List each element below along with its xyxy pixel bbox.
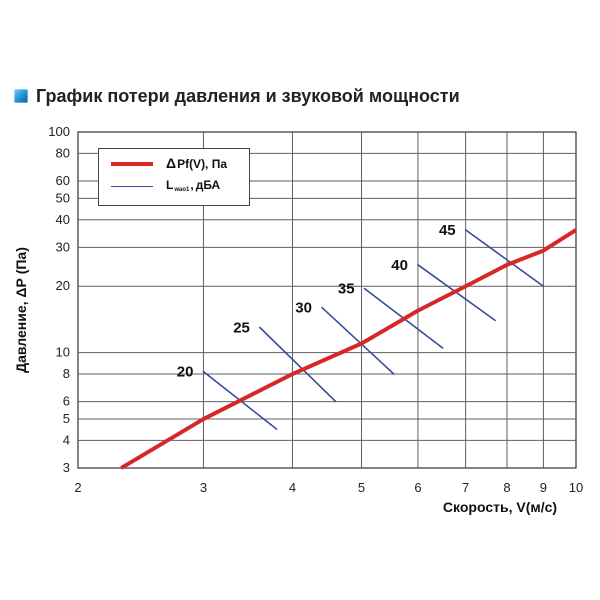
y-axis-label: Давление, ΔР (Па) bbox=[13, 247, 29, 373]
legend-item-pressure: ΔPf(V), Па bbox=[111, 156, 227, 171]
legend-noise-tail: дБА bbox=[195, 178, 221, 192]
page-title: График потери давления и звуковой мощнос… bbox=[36, 85, 460, 106]
x-tick-label: 9 bbox=[540, 480, 547, 495]
noise-level-label: 40 bbox=[391, 257, 408, 274]
y-tick-label: 3 bbox=[63, 460, 70, 475]
x-tick-label: 4 bbox=[289, 480, 296, 495]
x-tick-label: 10 bbox=[569, 480, 583, 495]
y-tick-label: 4 bbox=[63, 432, 70, 447]
x-tick-label: 2 bbox=[74, 480, 81, 495]
legend-noise-label: Lwao1, дБА bbox=[166, 178, 221, 193]
x-tick-label: 8 bbox=[503, 480, 510, 495]
x-tick-label: 6 bbox=[414, 480, 421, 495]
legend-pressure-text: Pf(V), Па bbox=[177, 157, 228, 171]
noise-level-line bbox=[259, 326, 337, 403]
y-tick-label: 50 bbox=[56, 190, 70, 205]
noise-level-label: 20 bbox=[177, 364, 194, 381]
y-tick-label: 5 bbox=[63, 411, 70, 426]
square-bullet-icon bbox=[14, 89, 28, 103]
y-tick-label: 100 bbox=[48, 124, 70, 139]
chart-legend: ΔPf(V), Па Lwao1, дБА bbox=[98, 148, 250, 206]
noise-level-line bbox=[321, 306, 395, 375]
legend-noise-main: L bbox=[166, 178, 174, 192]
y-tick-label: 6 bbox=[63, 394, 70, 409]
pressure-series-line bbox=[120, 228, 578, 470]
legend-noise-swatch bbox=[111, 185, 153, 187]
chart-title: График потери давления и звуковой мощнос… bbox=[14, 84, 460, 108]
legend-pressure-label: ΔPf(V), Па bbox=[166, 156, 227, 170]
y-tick-label: 10 bbox=[56, 345, 70, 360]
noise-level-label: 45 bbox=[439, 222, 456, 239]
noise-level-label: 25 bbox=[233, 319, 250, 336]
noise-level-label: 35 bbox=[338, 281, 355, 298]
noise-level-line bbox=[464, 229, 545, 288]
x-axis-label: Скорость, V(м/с) bbox=[443, 499, 557, 515]
y-tick-label: 20 bbox=[56, 278, 70, 293]
noise-level-label: 30 bbox=[295, 300, 312, 317]
y-tick-label: 80 bbox=[56, 145, 70, 160]
y-tick-label: 60 bbox=[56, 173, 70, 188]
legend-delta-symbol: Δ bbox=[166, 155, 177, 171]
legend-item-noise: Lwao1, дБА bbox=[111, 178, 221, 193]
y-tick-label: 30 bbox=[56, 239, 70, 254]
x-tick-label: 7 bbox=[462, 480, 469, 495]
y-tick-label: 40 bbox=[56, 212, 70, 227]
y-tick-label: 8 bbox=[63, 366, 70, 381]
legend-noise-subscript: wao1 bbox=[174, 187, 190, 193]
legend-pressure-swatch bbox=[111, 162, 153, 166]
x-tick-label: 5 bbox=[358, 480, 365, 495]
x-tick-label: 3 bbox=[200, 480, 207, 495]
